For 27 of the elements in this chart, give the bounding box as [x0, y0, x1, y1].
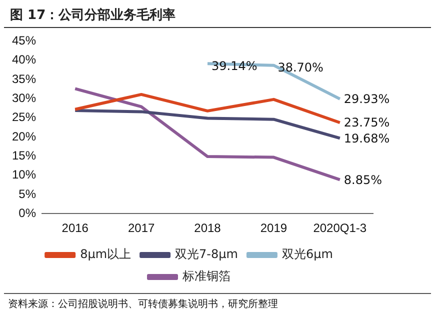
legend-label: 标准铜箔	[182, 269, 230, 284]
x-tick-label: 2016	[62, 221, 89, 236]
data-label: 39.14%	[212, 58, 258, 73]
data-label: 29.93%	[344, 92, 390, 106]
x-tick-label: 2018	[194, 221, 222, 236]
y-tick-label: 45%	[12, 34, 36, 48]
y-tick-label: 30%	[12, 90, 36, 105]
data-label: 23.75%	[344, 116, 390, 130]
legend-label: 双光7-8μm	[175, 247, 238, 262]
legend-label: 8μm以上	[80, 247, 132, 262]
text: 资料来源：公司招股说明书、可转债募集说明书，研究所整理	[4, 293, 431, 314]
y-tick-label: 15%	[12, 148, 36, 162]
y-tick-label: 35%	[12, 72, 36, 86]
y-tick-label: 40%	[12, 52, 36, 67]
x-tick-label: 2020Q1-3	[313, 221, 367, 236]
data-label: 19.68%	[344, 131, 390, 146]
y-tick-label: 10%	[12, 168, 36, 182]
x-tick-label: 2019	[260, 221, 288, 236]
y-tick-label: 0%	[18, 206, 36, 220]
x-tick-label: 2017	[128, 221, 155, 236]
data-label: 38.70%	[278, 60, 324, 74]
y-tick-label: 5%	[18, 186, 36, 201]
y-tick-label: 25%	[12, 110, 36, 124]
y-tick-label: 20%	[12, 129, 36, 144]
legend-label: 双光6μm	[282, 247, 333, 262]
chart-title: 图 17：公司分部业务毛利率	[4, 0, 431, 28]
data-label: 8.85%	[344, 172, 382, 187]
